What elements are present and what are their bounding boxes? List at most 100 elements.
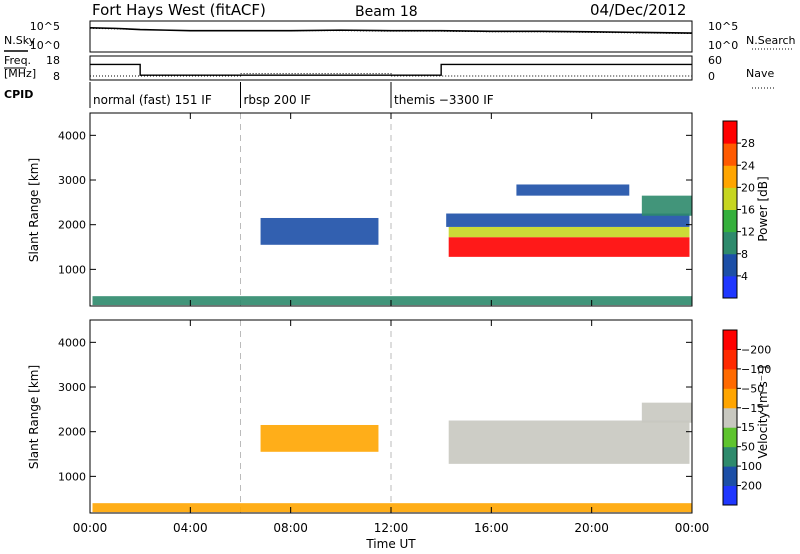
colorbar-swatch [723,231,737,255]
power-data-regions [92,113,693,306]
colorbar-tick-label: 20 [741,181,755,194]
y-tick-label: 4000 [58,129,86,142]
power-panel: 1000 2000 3000 4000 Slant Range [km] [27,112,693,307]
x-tick-label: 16:00 [474,521,509,535]
colorbar-swatch [723,466,737,487]
scatter-region [92,296,693,306]
cpid-row: normal (fast) 151 IF rbsp 200 IF themis −3… [89,82,494,108]
x-tick-label: 00:00 [73,521,108,535]
colorbar-swatch [723,427,737,448]
freq-left-tick-top: 18 [46,54,60,67]
colorbar-tick-label: 28 [741,137,755,150]
colorbar-swatch [723,330,737,350]
colorbar-tick-label: 16 [741,204,755,217]
velocity-y-ticks: 1000 2000 3000 4000 [58,336,692,483]
x-tick-label: 08:00 [273,521,308,535]
nave-series-line [90,73,692,77]
x-tick-label: 20:00 [574,521,609,535]
colorbar-tick-label: 200 [741,480,762,493]
date-title: 04/Dec/2012 [590,1,686,19]
scatter-region [448,420,690,464]
freq-left-tick-bottom: 8 [53,70,60,83]
power-y-ticks: 1000 2000 3000 4000 [58,129,692,276]
colorbar-tick-label: −15 [741,402,764,415]
y-tick-label: 4000 [58,336,86,349]
y-tick-label: 3000 [58,174,86,187]
freq-label-line1: Freq. [4,54,31,67]
noise-left-tick-top: 10^5 [30,20,60,33]
nsearch-label: N.Search [746,34,796,47]
colorbar-tick-label: −100 [741,363,771,376]
colorbar-tick-label: 15 [741,421,755,434]
colorbar-swatch [723,121,737,144]
freq-right-tick-bottom: 0 [708,70,715,83]
nsky-label: N.Sky [4,34,36,47]
colorbar-swatch [723,349,737,370]
scatter-region [260,217,379,245]
colorbar-swatch [723,253,737,277]
scatter-region [92,503,693,513]
nsky-series-line [89,27,693,34]
y-tick-label: 2000 [58,426,86,439]
colorbar-swatch [723,187,737,210]
colorbar-tick-label: 100 [741,460,762,473]
noise-right-tick-bottom: 10^0 [708,39,738,52]
power-colorbar-label: Power [dB] [756,176,770,241]
noise-panel-frame [89,20,693,53]
time-x-axis-label: Time UT [365,537,416,551]
noise-panel: 10^5 10^0 10^5 10^0 [30,20,738,53]
colorbar-tick-label: 50 [741,441,755,454]
power-colorbar: Power [dB] 4 8 12 16 20 24 28 [722,120,770,299]
colorbar-swatch [723,485,737,506]
velocity-colorbar-label: Velocity [m s⁻¹] [756,365,770,458]
colorbar-tick-label: −200 [741,343,771,356]
nave-label: Nave [746,67,774,80]
station-title: Fort Hays West (fitACF) [92,1,266,19]
colorbar-tick-label: 8 [741,248,748,261]
frequency-series-line [90,63,692,76]
time-x-ticks: 00:00 04:00 08:00 12:00 16:00 20:00 00:00 [73,113,710,535]
colorbar-tick-label: 24 [741,159,755,172]
scatter-region [448,226,690,238]
colorbar-swatch [723,143,737,166]
x-tick-label: 12:00 [374,521,409,535]
beam-title: Beam 18 [355,4,418,20]
colorbar-swatch [723,407,737,428]
x-tick-label: 04:00 [173,521,208,535]
frequency-panel: 18 8 60 0 [46,54,722,83]
colorbar-swatch [723,165,737,188]
y-tick-label: 1000 [58,263,86,276]
colorbar-swatch [723,388,737,409]
frequency-panel-frame [89,55,693,81]
scatter-region [448,237,690,257]
scatter-region [446,213,690,227]
noise-right-tick-top: 10^5 [708,20,738,33]
colorbar-swatch [723,275,737,299]
freq-label-line2: [MHz] [4,67,36,80]
nsearch-series-line [89,27,693,34]
velocity-panel-frame [89,319,693,514]
colorbar-swatch [723,446,737,467]
colorbar-swatch [723,209,737,233]
y-tick-label: 2000 [58,219,86,232]
velocity-colorbar: Velocity [m s⁻¹] 200 100 50 15 −15 −50 −100 −20… [722,329,771,506]
colorbar-tick-label: 12 [741,226,755,239]
power-panel-frame [89,112,693,307]
scatter-region [641,402,692,423]
colorbar-swatch [723,368,737,389]
colorbar-frame [722,329,738,506]
colorbar-tick-label: 4 [741,270,748,283]
cpid-segment-label: normal (fast) 151 IF [93,93,212,107]
cpid-segment-label: rbsp 200 IF [244,93,311,107]
scatter-region [641,195,692,216]
scatter-region [260,424,379,452]
y-tick-label: 1000 [58,470,86,483]
x-tick-label: 00:00 [675,521,710,535]
velocity-data-regions [92,320,693,513]
scatter-region [516,184,630,196]
power-y-axis-label: Slant Range [km] [27,158,41,262]
cpid-label: CPID [4,88,33,101]
y-tick-label: 3000 [58,381,86,394]
